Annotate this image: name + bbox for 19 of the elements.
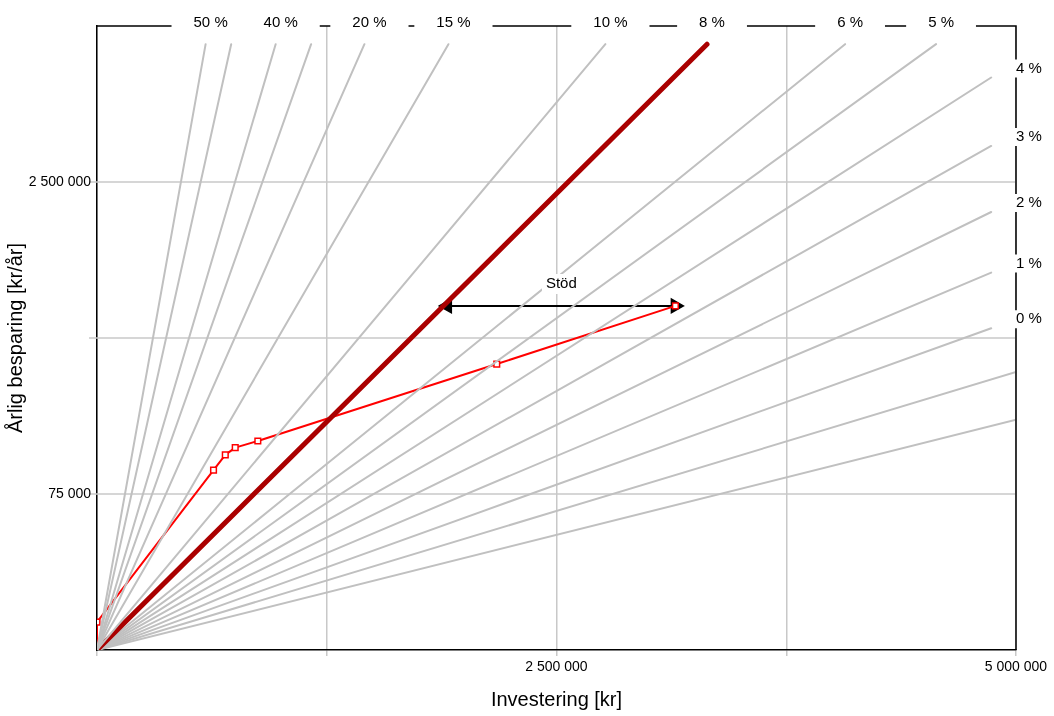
series-label: 5 %: [928, 13, 954, 31]
series-label: 20 %: [352, 13, 387, 31]
text: 2 500 000: [28, 172, 92, 189]
series-label: 8 %: [699, 13, 725, 31]
series-label: 1 %: [1016, 253, 1042, 271]
text: 75 000: [48, 484, 92, 501]
x-axis-title: Investering [kr]: [490, 687, 623, 710]
series-label: 40 %: [263, 13, 298, 31]
x-tick-label: 5 000 000: [984, 658, 1048, 675]
series-label: 4 %: [1016, 58, 1042, 76]
annotation: Stöd: [545, 274, 577, 292]
y-axis-title: Årlig besparing [kr/år]: [3, 242, 26, 434]
series-label: 0 %: [1016, 309, 1042, 327]
series-label: 6 %: [837, 13, 863, 31]
series-label: 15 %: [436, 13, 471, 31]
series-label: 10 %: [593, 13, 628, 31]
series-label: 2 %: [1016, 193, 1042, 211]
series-label: 3 %: [1016, 127, 1042, 145]
series-label: 50 %: [193, 13, 228, 31]
